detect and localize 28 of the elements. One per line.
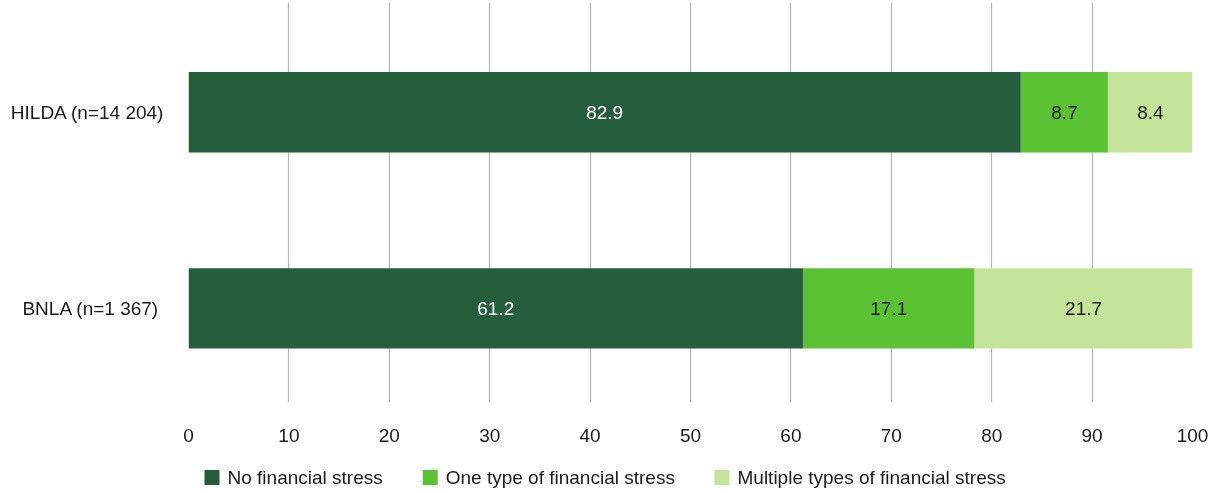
legend-label: Multiple types of financial stress xyxy=(737,467,1006,488)
data-label: 21.7 xyxy=(1065,297,1103,319)
x-tick-label: 10 xyxy=(278,424,300,446)
y-tick-label: HILDA (n=14 204) xyxy=(10,101,164,123)
bar xyxy=(188,72,1021,153)
data-label: 8.7 xyxy=(1051,101,1078,123)
data-label: 8.4 xyxy=(1137,101,1164,123)
x-tick-label: 40 xyxy=(579,424,601,446)
bar xyxy=(188,268,803,349)
x-tick-label: 50 xyxy=(679,424,702,446)
x-tick-label: 70 xyxy=(880,424,902,446)
y-tick-label: BNLA (n=1 367) xyxy=(22,297,159,319)
bar xyxy=(974,268,1193,349)
data-label: 17.1 xyxy=(870,297,908,319)
data-label: 82.9 xyxy=(586,101,624,123)
x-tick-label: 100 xyxy=(1176,424,1209,446)
bar xyxy=(802,268,975,349)
x-tick-label: 80 xyxy=(981,424,1003,446)
x-tick-label: 30 xyxy=(479,424,501,446)
x-tick-label: 60 xyxy=(780,424,802,446)
data-label: 61.2 xyxy=(477,297,515,319)
bar xyxy=(1020,72,1109,153)
x-tick-label: 20 xyxy=(378,424,400,446)
bar xyxy=(1108,72,1193,153)
legend-label: One type of financial stress xyxy=(445,467,675,488)
x-tick-label: 90 xyxy=(1081,424,1103,446)
x-tick-label: 0 xyxy=(183,424,194,446)
legend-label: No financial stress xyxy=(227,467,383,488)
